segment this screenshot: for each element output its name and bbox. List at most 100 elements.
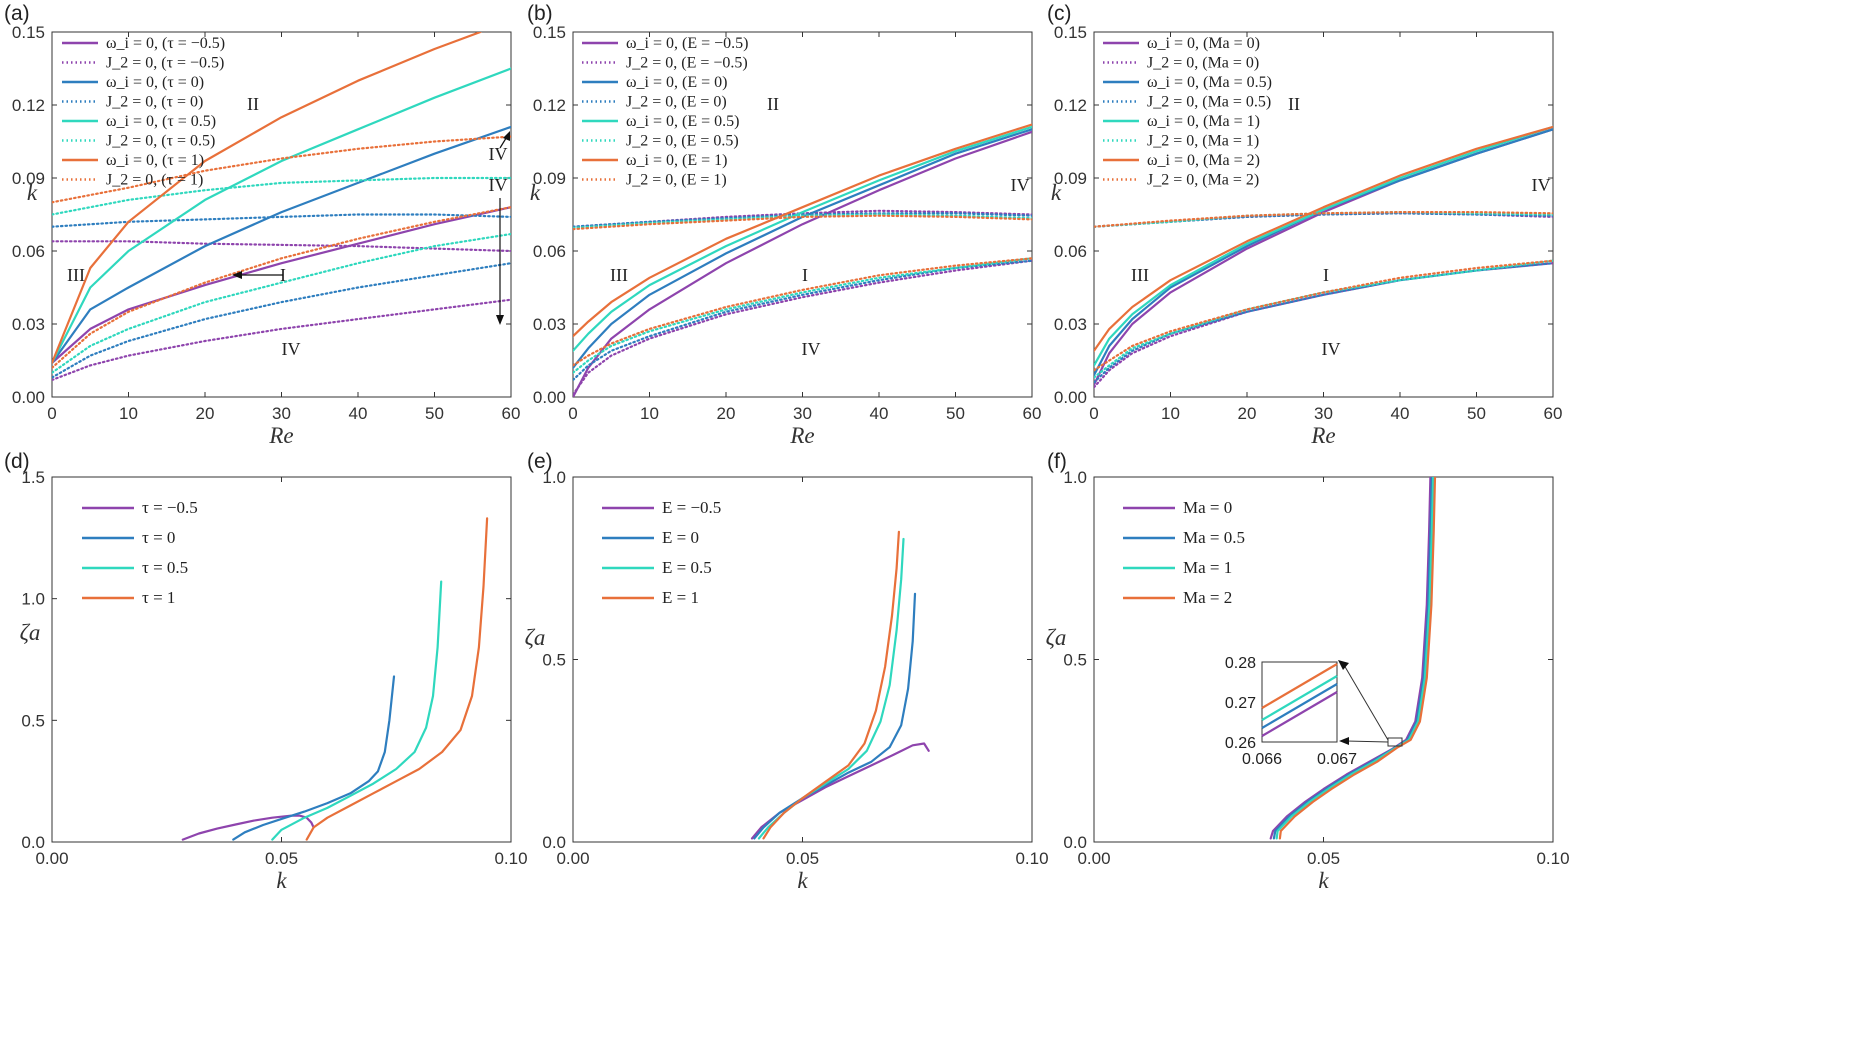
series-line-2 bbox=[573, 259, 1032, 396]
x-axis-label: Re bbox=[789, 423, 814, 448]
y-tick-label: 0.12 bbox=[533, 96, 566, 115]
panel-b: 0 10 20 30 40 50 60 0.00 0.03 0.06 0.09 0.12 0.15 Re k… bbox=[527, 2, 1041, 448]
connector-line bbox=[1345, 740, 1389, 743]
legend: ω_i = 0, (τ = −0.5) J_2 = 0, (τ = −0.5) ω_… bbox=[62, 35, 225, 189]
legend: Ma = 0 Ma = 0.5 Ma = 1 Ma = 2 bbox=[1123, 498, 1245, 607]
legend-entry: ω_i = 0, (τ = 0) bbox=[106, 74, 204, 91]
x-axis-label: k bbox=[1318, 868, 1329, 893]
series-line-0 bbox=[750, 742, 930, 840]
arrow-head bbox=[1339, 737, 1349, 745]
legend-entry: ω_i = 0, (E = −0.5) bbox=[626, 35, 748, 52]
series-line-6 bbox=[52, 67, 511, 364]
x-tick-label: 0 bbox=[568, 404, 577, 423]
x-tick-label: 10 bbox=[1161, 404, 1180, 423]
legend-entry: ω_i = 0, (Ma = 2) bbox=[1147, 152, 1260, 169]
legend-entry: J_2 = 0, (Ma = 1) bbox=[1147, 133, 1259, 150]
legend-entry: ω_i = 0, (τ = 0.5) bbox=[106, 113, 216, 130]
axes-box bbox=[1093, 476, 1554, 843]
inset-series-line bbox=[1261, 691, 1338, 737]
x-tick-label: 0.00 bbox=[35, 849, 68, 868]
x-tick-label: 20 bbox=[1238, 404, 1257, 423]
y-tick-label: 0.15 bbox=[1054, 23, 1087, 42]
region-label: II bbox=[247, 94, 259, 114]
legend: τ = −0.5 τ = 0 τ = 0.5 τ = 1 bbox=[82, 498, 198, 607]
series-line-3 bbox=[1094, 128, 1553, 377]
series-line-10 bbox=[52, 135, 511, 204]
x-tick-label: 50 bbox=[425, 404, 444, 423]
panel-e: 0.00 0.05 0.10 0.0 0.5 1.0 k ζa (e) E = −0.5 E = 0… bbox=[525, 450, 1049, 893]
panel-a: 0 10 20 30 40 50 60 0.00 0.03 0.06 0.09 0.12 0.15 Re k… bbox=[4, 2, 520, 448]
y-tick-label: 1.0 bbox=[21, 590, 45, 609]
inset-y-tick-label: 0.27 bbox=[1225, 695, 1256, 712]
region-label: II bbox=[767, 94, 779, 114]
legend-entry: Ma = 1 bbox=[1183, 558, 1232, 577]
legend-entry: J_2 = 0, (Ma = 0) bbox=[1147, 55, 1259, 72]
region-label: IV bbox=[282, 339, 301, 359]
series-line-3 bbox=[1278, 477, 1437, 840]
series-line-8 bbox=[1094, 259, 1553, 379]
legend-entry: J_2 = 0, (E = 0.5) bbox=[626, 133, 739, 150]
legend-entry: J_2 = 0, (τ = 0.5) bbox=[106, 133, 215, 150]
x-tick-label: 40 bbox=[870, 404, 889, 423]
series-line-11 bbox=[573, 257, 1032, 367]
series-line-6 bbox=[573, 125, 1032, 352]
axes-box bbox=[51, 476, 512, 843]
y-tick-label: 0.09 bbox=[12, 169, 45, 188]
series-line-2 bbox=[52, 298, 511, 382]
legend-entry: Ma = 2 bbox=[1183, 588, 1232, 607]
inset-x-tick-label: 0.066 bbox=[1242, 751, 1282, 768]
y-tick-label: 0.0 bbox=[21, 833, 45, 852]
legend-entry: τ = 0.5 bbox=[142, 558, 188, 577]
x-axis-label: k bbox=[797, 868, 808, 893]
series-group bbox=[573, 123, 1032, 397]
inset-series-line bbox=[1261, 675, 1338, 721]
y-tick-label: 0.03 bbox=[533, 315, 566, 334]
series-group bbox=[1094, 125, 1553, 389]
legend-entry: E = 0 bbox=[662, 528, 699, 547]
legend-entry: τ = −0.5 bbox=[142, 498, 198, 517]
y-tick-label: 0.00 bbox=[1054, 388, 1087, 407]
y-tick-label: 0.0 bbox=[542, 833, 566, 852]
legend: ω_i = 0, (E = −0.5) J_2 = 0, (E = −0.5) ω_… bbox=[582, 35, 748, 189]
legend-entry: Ma = 0.5 bbox=[1183, 528, 1245, 547]
y-tick-label: 0.15 bbox=[533, 23, 566, 42]
series-line-4 bbox=[573, 212, 1032, 228]
series-group bbox=[52, 32, 511, 382]
legend-entry: E = −0.5 bbox=[662, 498, 721, 517]
y-tick-label: 0.5 bbox=[542, 651, 566, 670]
panel-f: 0.00 0.05 0.10 0.0 0.5 1.0 k ζa (f) Ma = 0 Ma = 0.… bbox=[1046, 450, 1570, 893]
series-line-11 bbox=[1094, 259, 1553, 372]
arrow-head bbox=[1338, 660, 1349, 670]
x-tick-label: 0.10 bbox=[494, 849, 527, 868]
inset-y-tick-label: 0.28 bbox=[1225, 655, 1256, 672]
x-tick-label: 0.05 bbox=[786, 849, 819, 868]
series-line-8 bbox=[52, 232, 511, 374]
y-tick-label: 0.03 bbox=[1054, 315, 1087, 334]
x-tick-label: 50 bbox=[946, 404, 965, 423]
series-line-9 bbox=[573, 123, 1032, 338]
x-tick-label: 30 bbox=[272, 404, 291, 423]
region-label: II bbox=[1288, 94, 1300, 114]
series-line-11 bbox=[52, 206, 511, 369]
panel-label: (e) bbox=[527, 450, 553, 473]
legend-entry: ω_i = 0, (Ma = 0.5) bbox=[1147, 74, 1272, 91]
x-tick-label: 40 bbox=[1391, 404, 1410, 423]
y-axis-label: ζa bbox=[20, 620, 41, 645]
y-axis-label: ζa bbox=[525, 625, 546, 650]
region-label: IV bbox=[489, 175, 508, 195]
y-tick-label: 0.09 bbox=[533, 169, 566, 188]
x-tick-label: 60 bbox=[1544, 404, 1563, 423]
y-tick-label: 0.5 bbox=[21, 711, 45, 730]
panel-label: (a) bbox=[4, 2, 30, 25]
x-tick-label: 0.10 bbox=[1536, 849, 1569, 868]
series-line-5 bbox=[1094, 262, 1553, 384]
series-line-0 bbox=[181, 814, 315, 841]
x-tick-label: 60 bbox=[1023, 404, 1042, 423]
x-tick-label: 10 bbox=[119, 404, 138, 423]
region-label: IV bbox=[1011, 175, 1030, 195]
legend-entry: J_2 = 0, (Ma = 0.5) bbox=[1147, 94, 1271, 111]
legend-entry: J_2 = 0, (E = −0.5) bbox=[626, 55, 748, 72]
legend-entry: Ma = 0 bbox=[1183, 498, 1232, 517]
panel-label: (c) bbox=[1047, 2, 1072, 25]
